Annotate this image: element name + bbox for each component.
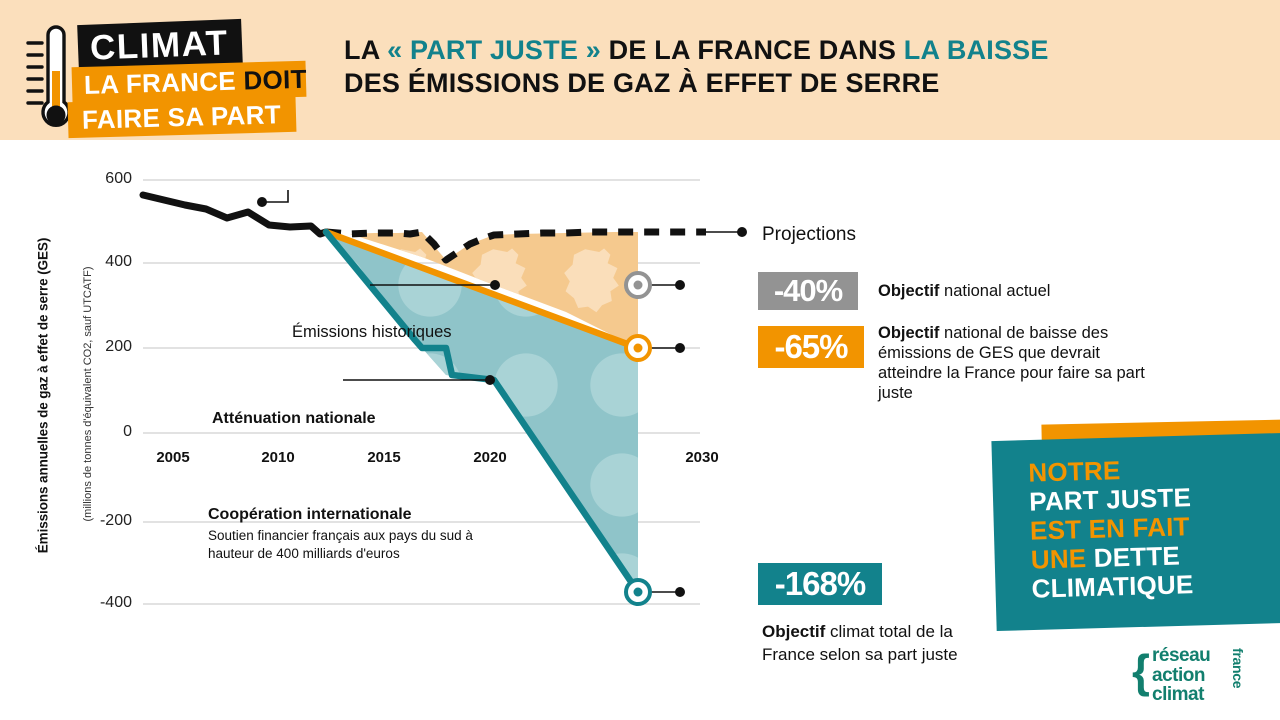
badge-minus-40: -40% — [758, 272, 858, 310]
marker-target-168 — [624, 578, 652, 606]
badge-line3-text: FAIRE SA PART — [81, 99, 282, 135]
page-title: LA « PART JUSTE » DE LA FRANCE DANS LA B… — [344, 35, 1049, 98]
title-highlight-2: LA BAISSE — [903, 35, 1049, 65]
y-tick-200: 200 — [105, 338, 132, 355]
chart-plot — [139, 179, 747, 606]
legend-projections: Projections — [762, 224, 856, 245]
marker-target-40 — [624, 271, 652, 299]
badge-minus-65: -65% — [758, 326, 864, 368]
annotation-attenuation-nationale: Atténuation nationale — [212, 410, 376, 427]
chart-area: Émissions annuelles de gaz à effet de se… — [0, 140, 1280, 720]
y-tick-0: 0 — [123, 423, 132, 440]
panel-line-4b: DETTE — [1093, 540, 1181, 573]
logo-france-text: france — [1230, 648, 1246, 689]
logo-line-2: action — [1152, 664, 1205, 686]
annotation-cooperation-sub: Soutien financier français aux pays du s… — [208, 528, 473, 561]
series-projections — [325, 228, 706, 264]
x-tick-2005: 2005 — [156, 449, 190, 466]
panel-line-1: NOTRE — [1027, 455, 1121, 488]
marker-target-65 — [624, 334, 652, 362]
y-tick-m400: -400 — [99, 594, 132, 611]
label-objectif-part-juste: Objectif national de baisse des émission… — [878, 324, 1145, 402]
logo-text: réseau action climat — [1152, 645, 1211, 705]
x-tick-2020: 2020 — [473, 449, 507, 466]
panel-dette-climatique-text: NOTRE PART JUSTE EST EN FAIT UNE DETTE C… — [1027, 451, 1280, 604]
y-tick-400: 400 — [105, 253, 132, 270]
annotation-emissions-historiques: Émissions historiques — [292, 323, 452, 341]
badge-climat-text: CLIMAT — [89, 23, 230, 68]
logo-line-3: climat — [1152, 684, 1204, 705]
annotation-cooperation-internationale: Coopération internationale — [208, 506, 412, 523]
series-attenuation-nationale — [322, 228, 642, 352]
label-objectif-national-actuel: Objectif national actuel — [878, 282, 1051, 300]
panel-line-5: CLIMATIQUE — [1031, 569, 1194, 604]
x-tick-2015: 2015 — [367, 449, 401, 466]
title-highlight-1: « PART JUSTE » — [387, 35, 601, 65]
badge-line3: FAIRE SA PART — [67, 95, 297, 139]
y-tick-600: 600 — [105, 170, 132, 187]
x-tick-2010: 2010 — [261, 449, 295, 466]
reseau-action-climat-logo: { réseau action climat france — [1130, 646, 1272, 708]
logo-line-1: réseau — [1152, 645, 1211, 666]
badge-line2-text: LA FRANCE DOIT — [83, 63, 308, 100]
y-tick-m200: -200 — [99, 512, 132, 529]
label-objectif-climat-total: Objectif climat total de la France selon… — [762, 622, 958, 664]
x-tick-2030: 2030 — [685, 449, 719, 466]
panel-line-4a: UNE — [1030, 542, 1095, 575]
series-emissions-historiques — [139, 191, 330, 238]
logo-brace-icon: { — [1132, 645, 1150, 697]
badge-minus-168: -168% — [758, 563, 882, 605]
annotation-dots — [257, 197, 747, 597]
